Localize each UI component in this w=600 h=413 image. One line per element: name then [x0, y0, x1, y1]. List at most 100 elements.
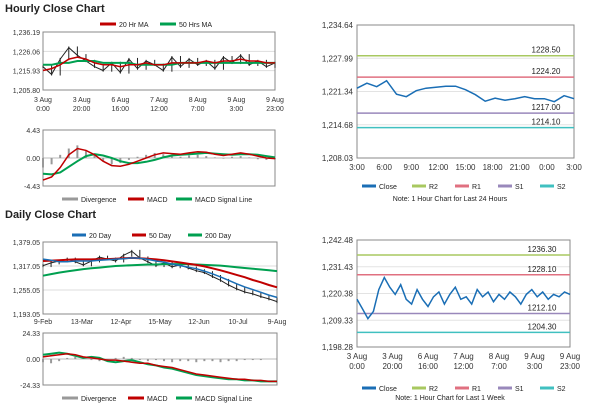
hourly-price-x-tick-label: 3 Aug: [34, 97, 52, 104]
daily-price-plot-frame: [42, 241, 278, 315]
hourly-pivot-legend-s2-label: S2: [557, 184, 566, 191]
daily-price-x-tick-label: 9-Feb: [34, 319, 52, 326]
daily-signal-series: [42, 351, 277, 383]
daily-pivot-x-tick-sublabel: 3:00: [527, 362, 543, 371]
hourly-pivot-legend-close-label: Close: [379, 184, 397, 191]
daily-pivot-x-tick-label: 9 Aug: [524, 352, 544, 361]
daily-price-chart: 1,379.05 1,317.05 1,255.05 1,193.05 20 Day 50…: [13, 233, 287, 326]
hourly-price-y-tick-label: 1,236.19: [13, 30, 40, 37]
daily-macd-y-tick-label: 0.00: [26, 357, 40, 364]
hourly-price-y-tick-label: 1,205.80: [13, 88, 40, 95]
daily-pivot-chart: 1,242.48 1,231.43 1,220.38 1,209.33 1,198.28…: [322, 236, 581, 402]
hourly-pivot-close-series: [356, 79, 575, 103]
hourly-legend-divergence-label: Divergence: [81, 197, 117, 204]
daily-pivot-legend-close-label: Close: [379, 386, 397, 393]
hourly-pivot-y-tick-label: 1,234.64: [322, 21, 354, 30]
hourly-price-x-tick-label: 8 Aug: [189, 97, 207, 104]
daily-pivot-y-tick-label: 1,231.43: [322, 263, 354, 272]
daily-pivot-x-tick-sublabel: 20:00: [382, 362, 403, 371]
hourly-price-x-tick-sublabel: 16:00: [112, 106, 130, 113]
daily-section-title: Daily Close Chart: [5, 209, 97, 221]
daily-price-x-tick-label: 10-Jul: [228, 319, 248, 326]
daily-pivot-legend-s2-label: S2: [557, 386, 566, 393]
daily-pivot-level-s2-label: 1204.30: [528, 322, 557, 331]
hourly-pivot-x-tick-label: 6:00: [376, 163, 392, 172]
daily-pivot-x-tick-sublabel: 12:00: [453, 362, 474, 371]
daily-macd-chart: 24.33 0.00 -24.33 Divergence MACD MACD Signal…: [20, 331, 278, 403]
daily-pivot-y-tick-label: 1,198.28: [322, 343, 354, 352]
hourly-legend-macd-label: MACD: [147, 197, 168, 204]
daily-legend-macd-label: MACD: [147, 396, 168, 403]
hourly-pivot-note: Note: 1 Hour Chart for Last 24 Hours: [393, 196, 508, 203]
daily-pivot-x-tick-label: 3 Aug: [347, 352, 367, 361]
hourly-pivot-level-r2-label: 1228.50: [532, 46, 561, 55]
daily-ma50-series: [42, 256, 278, 289]
hourly-ma20-series: [42, 56, 275, 72]
daily-pivot-level-s1-label: 1212.10: [528, 304, 557, 313]
hourly-pivot-x-tick-label: 21:00: [510, 163, 531, 172]
hourly-price-x-tick-sublabel: 0:00: [36, 106, 50, 113]
daily-pivot-x-tick-sublabel: 16:00: [418, 362, 439, 371]
daily-pivot-level-r2-label: 1236.30: [528, 245, 557, 254]
hourly-pivot-y-tick-label: 1,227.99: [322, 54, 354, 63]
hourly-price-x-tick-label: 6 Aug: [111, 97, 129, 104]
hourly-price-x-tick-sublabel: 12:00: [150, 106, 168, 113]
hourly-pivot-x-tick-label: 15:00: [455, 163, 476, 172]
daily-price-x-tick-label: 12-Apr: [110, 319, 132, 326]
hourly-section-title: Hourly Close Chart: [5, 3, 105, 15]
hourly-price-x-tick-sublabel: 3:00: [230, 106, 244, 113]
hourly-price-x-tick-sublabel: 20:00: [73, 106, 91, 113]
daily-price-x-tick-label: 13-Mar: [71, 319, 94, 326]
daily-pivot-level-r1-label: 1228.10: [528, 265, 557, 274]
hourly-pivot-level-s2-label: 1214.10: [532, 118, 561, 127]
hourly-legend-ma50-label: 50 Hrs MA: [179, 22, 212, 29]
daily-pivot-legend-s1-label: S1: [515, 386, 524, 393]
hourly-pivot-legend-r1-label: R1: [472, 184, 481, 191]
hourly-pivot-x-tick-label: 0:00: [539, 163, 555, 172]
daily-pivot-x-tick-label: 7 Aug: [453, 352, 473, 361]
daily-legend-ma50-label: 50 Day: [149, 233, 172, 240]
hourly-macd-series: [42, 147, 276, 181]
hourly-price-chart: 1,236.19 1,226.06 1,215.93 1,205.80 20 Hr MA…: [13, 22, 284, 113]
daily-price-x-tick-label: 12-Jun: [188, 319, 210, 326]
hourly-pivot-plot-frame: [356, 24, 575, 159]
hourly-price-x-tick-label: 9 Aug: [227, 97, 245, 104]
daily-pivot-y-tick-label: 1,209.33: [322, 316, 354, 325]
hourly-macd-y-tick-label: -4.43: [24, 184, 40, 191]
hourly-pivot-x-tick-label: 3:00: [566, 163, 582, 172]
daily-ma20-series: [42, 257, 278, 299]
hourly-price-x-tick-label: 3 Aug: [73, 97, 91, 104]
daily-price-y-tick-label: 1,379.05: [13, 240, 40, 247]
daily-legend-divergence-label: Divergence: [81, 396, 117, 403]
hourly-price-x-tick-label: 9 Aug: [266, 97, 284, 104]
hourly-pivot-y-tick-label: 1,214.68: [322, 121, 354, 130]
daily-price-x-tick-label: 15-May: [148, 319, 172, 326]
daily-legend-signal-label: MACD Signal Line: [195, 396, 252, 403]
daily-pivot-x-tick-label: 6 Aug: [418, 352, 438, 361]
daily-macd-series: [42, 352, 277, 383]
daily-pivot-legend-r2-label: R2: [429, 386, 438, 393]
daily-pivot-y-tick-label: 1,242.48: [322, 236, 354, 245]
hourly-signal-series: [42, 151, 276, 176]
hourly-pivot-chart: 1,234.64 1,227.99 1,221.34 1,214.68 1,208.03…: [322, 21, 582, 203]
hourly-pivot-x-tick-label: 9:00: [403, 163, 419, 172]
hourly-macd-y-tick-label: 4.43: [26, 128, 40, 135]
hourly-pivot-y-tick-label: 1,208.03: [322, 154, 354, 163]
hourly-legend-ma20-label: 20 Hr MA: [119, 22, 149, 29]
hourly-pivot-level-s1-label: 1217.00: [532, 103, 561, 112]
hourly-pivot-x-tick-label: 18:00: [483, 163, 504, 172]
hourly-macd-y-tick-label: 0.00: [26, 156, 40, 163]
daily-pivot-x-tick-label: 8 Aug: [489, 352, 509, 361]
hourly-pivot-x-tick-label: 12:00: [428, 163, 449, 172]
daily-pivot-x-tick-sublabel: 7:00: [491, 362, 507, 371]
hourly-price-x-tick-label: 7 Aug: [150, 97, 168, 104]
daily-pivot-x-tick-label: 9 Aug: [560, 352, 580, 361]
daily-pivot-plot-frame: [356, 239, 571, 348]
hourly-pivot-legend-s1-label: S1: [515, 184, 524, 191]
hourly-pivot-level-r1-label: 1224.20: [532, 67, 561, 76]
daily-price-y-tick-label: 1,193.05: [13, 312, 40, 319]
daily-legend-ma200-label: 200 Day: [205, 233, 232, 240]
hourly-price-y-tick-label: 1,226.06: [13, 49, 40, 56]
daily-pivot-legend-r1-label: R1: [472, 386, 481, 393]
hourly-macd-chart: 4.43 0.00 -4.43 Divergence MACD MACD Signal L…: [24, 128, 276, 204]
